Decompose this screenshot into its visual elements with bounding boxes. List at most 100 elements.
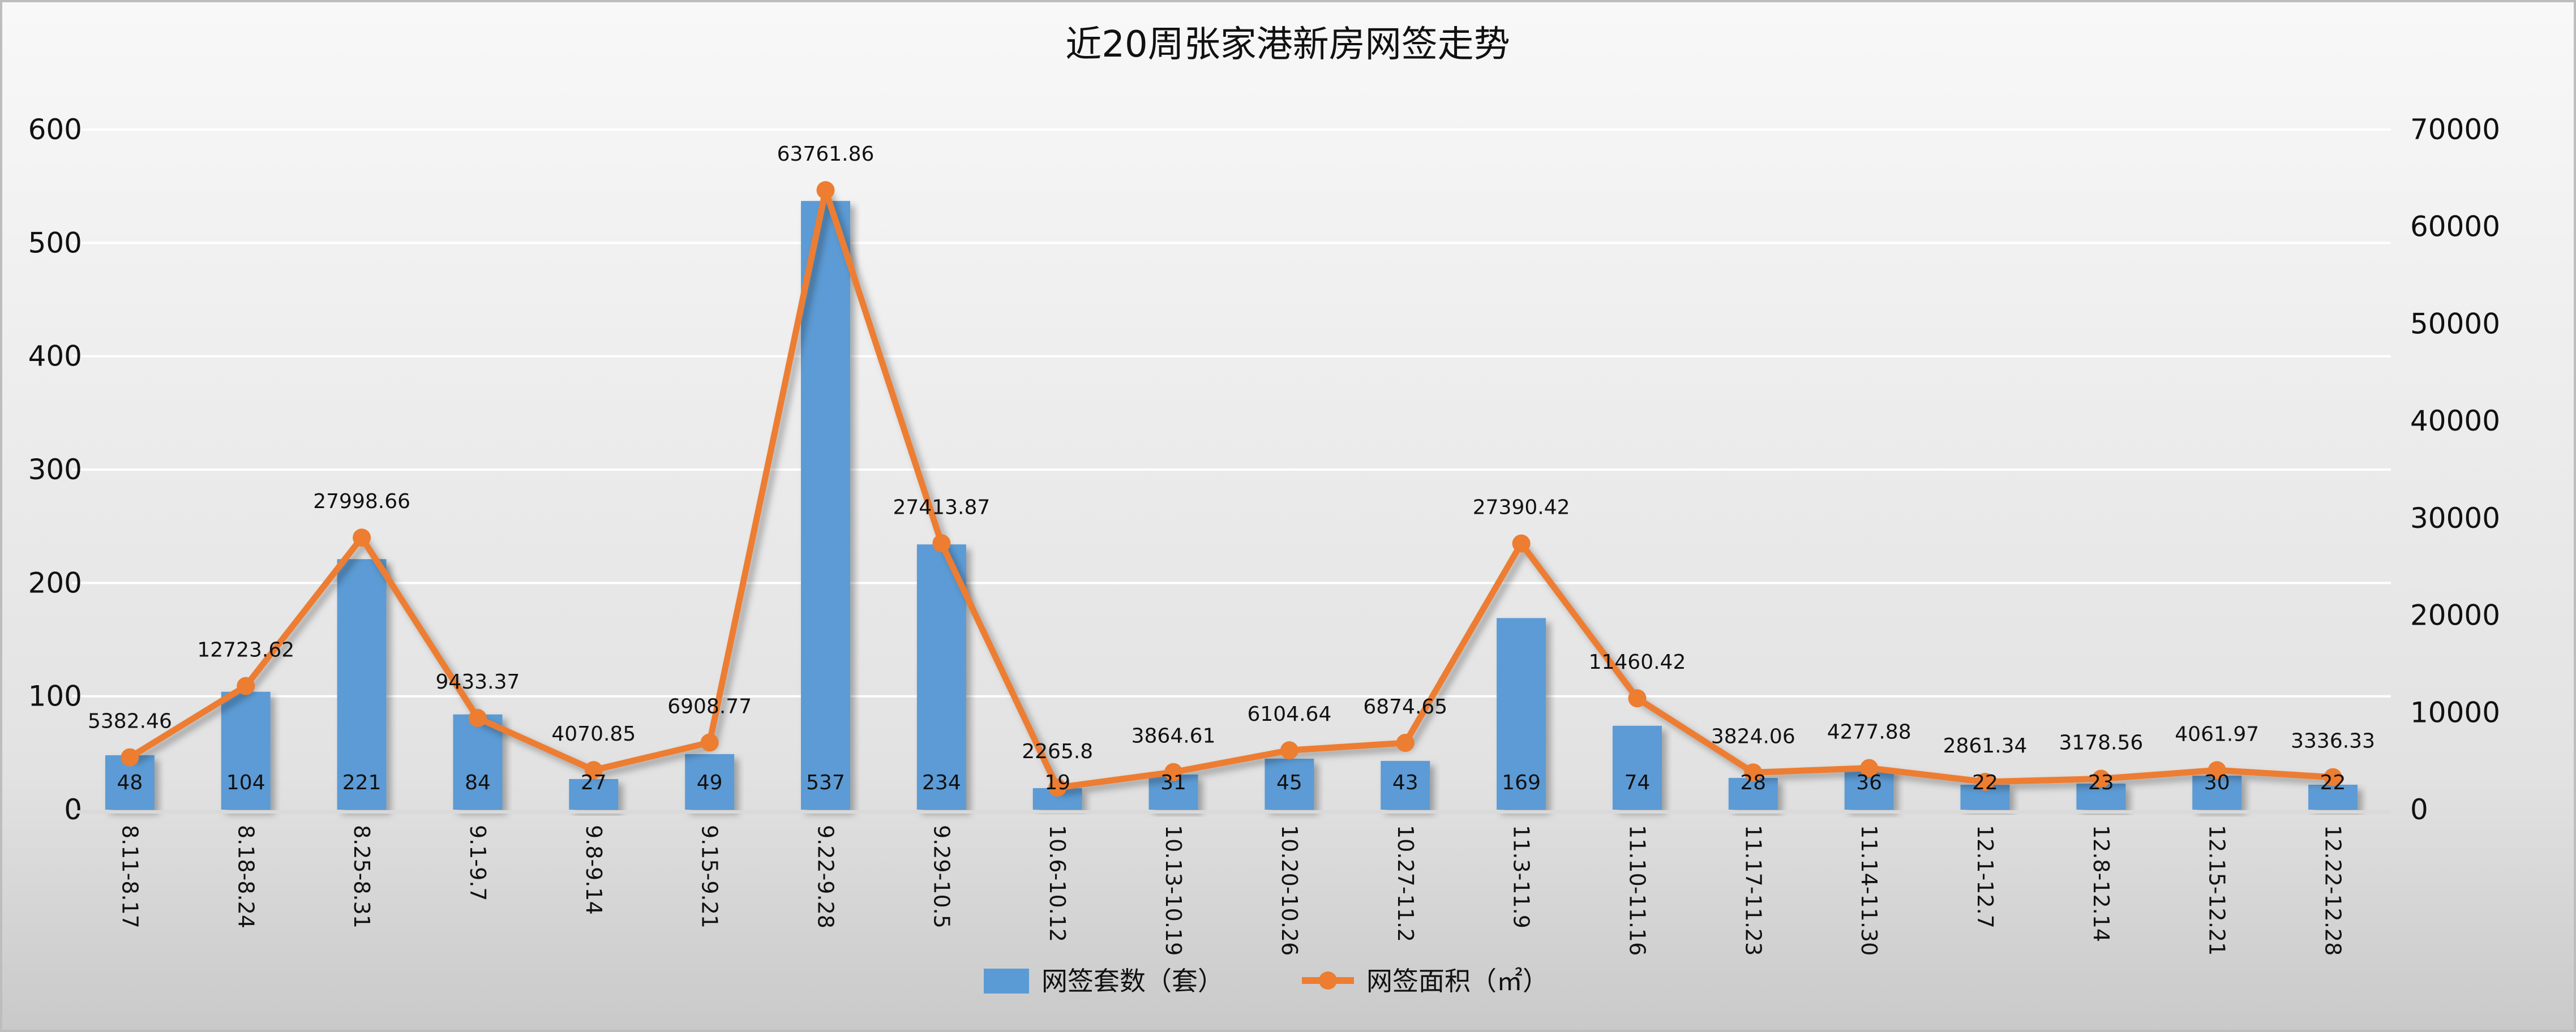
x-axis-category-label: 11.10-11.16	[1625, 825, 1649, 956]
legend-bar-swatch	[984, 969, 1029, 994]
line-marker	[1744, 763, 1763, 782]
bar-value-label: 31	[1160, 771, 1186, 794]
x-axis-category-label: 9.8-9.14	[581, 825, 606, 915]
x-axis-category-label: 9.29-10.5	[929, 825, 954, 928]
legend: 网签套数（套） 网签面积（㎡）	[984, 966, 1549, 996]
x-axis-category-label: 12.1-12.7	[1973, 825, 1998, 928]
bar-value-label: 104	[226, 771, 265, 794]
line-marker	[1396, 733, 1415, 752]
x-axis-category-label: 12.22-12.28	[2321, 825, 2346, 956]
line-value-label: 9433.37	[436, 670, 520, 694]
gridlines	[72, 128, 2391, 698]
line-marker	[1860, 759, 1879, 777]
bar	[569, 779, 619, 810]
left-axis-tick-label: 100	[28, 680, 82, 713]
line-value-label: 4070.85	[551, 723, 636, 746]
bar-value-label: 23	[2088, 771, 2114, 794]
bar	[2192, 775, 2242, 810]
bar-value-label: 27	[581, 771, 607, 794]
left-axis-tick-label: 500	[28, 226, 82, 259]
x-axis-category-label: 11.17-11.23	[1741, 825, 1765, 956]
line-marker	[2208, 761, 2226, 780]
line-marker	[468, 709, 487, 728]
bar-value-label: 22	[1972, 771, 1998, 794]
line-value-label: 3336.33	[2291, 730, 2375, 753]
bar-value-label: 537	[806, 771, 845, 794]
bar-value-label: 30	[2204, 771, 2230, 794]
bar-value-label: 169	[1502, 771, 1541, 794]
line-value-label: 12723.62	[197, 639, 294, 662]
bar-value-label: 36	[1856, 771, 1882, 794]
x-axis-category-label: 9.15-9.21	[697, 825, 722, 928]
right-axis-tick-label: 20000	[2410, 599, 2500, 632]
data-labels: 48 104 221 84 27 49 537 234 19 31 45 43 169 74 28 36 22 2…	[88, 143, 2375, 794]
right-axis-tick-label: 50000	[2410, 307, 2500, 340]
x-axis-category-label: 11.3-11.9	[1509, 825, 1534, 928]
line-marker	[1628, 689, 1647, 708]
legend-line-label: 网签面积（㎡）	[1366, 966, 1549, 996]
bar	[2308, 784, 2358, 810]
x-axis-category-label: 12.15-12.21	[2205, 825, 2230, 956]
line-series	[121, 181, 2342, 797]
right-axis-tick-label: 70000	[2410, 113, 2500, 146]
bar	[221, 691, 271, 810]
x-axis-category-label: 10.13-10.19	[1161, 825, 1186, 956]
bar-value-label: 45	[1276, 771, 1302, 794]
x-axis-category-label: 10.27-11.2	[1393, 825, 1418, 942]
line-marker	[2324, 768, 2342, 786]
line-marker	[237, 677, 255, 695]
x-axis-category-label: 10.6-10.12	[1045, 825, 1070, 942]
line-marker	[1280, 741, 1298, 760]
legend-line-marker	[1319, 971, 1337, 990]
bar	[1612, 725, 1662, 810]
bar	[1728, 777, 1778, 810]
x-axis-category-label: 10.20-10.26	[1277, 825, 1302, 956]
bar-value-label: 19	[1044, 771, 1070, 794]
bar-value-label: 84	[465, 771, 491, 794]
line-marker	[1048, 779, 1067, 797]
bar-value-label: 43	[1392, 771, 1418, 794]
line-marker	[353, 528, 371, 547]
bar	[2076, 783, 2126, 810]
bar-value-label: 234	[922, 771, 961, 794]
line-value-label: 3178.56	[2059, 731, 2143, 754]
bar	[916, 544, 966, 810]
line-marker	[584, 761, 603, 780]
left-axis-tick-label: 400	[28, 340, 82, 373]
bar-series	[105, 201, 2358, 810]
bar	[1381, 760, 1430, 810]
left-axis-tick-label: 600	[28, 113, 82, 146]
bar-value-label: 221	[342, 771, 382, 794]
left-axis-tick-label: 0	[64, 793, 82, 826]
line-value-label: 2861.34	[1943, 734, 2028, 758]
line-value-label: 3824.06	[1711, 725, 1795, 748]
x-axis-category-label: 8.18-8.24	[233, 825, 258, 928]
left-axis-tick-label: 300	[28, 453, 82, 486]
line-value-label: 27390.42	[1473, 496, 1570, 519]
line-value-label: 6874.65	[1363, 695, 1447, 719]
line-value-label: 63761.86	[777, 143, 875, 166]
chart-title: 近20周张家港新房网签走势	[1065, 24, 1510, 66]
line-value-label: 2265.8	[1022, 740, 1093, 763]
line-marker	[932, 534, 951, 553]
bar	[1265, 758, 1314, 810]
line-value-label: 27413.87	[893, 496, 990, 519]
line-value-label: 4277.88	[1827, 721, 1911, 744]
bar-value-label: 49	[697, 771, 723, 794]
line-marker	[1512, 534, 1531, 553]
line-value-label: 5382.46	[88, 710, 172, 733]
bar-value-label: 28	[1740, 771, 1766, 794]
line-marker	[700, 733, 719, 752]
right-axis-tick-label: 0	[2410, 793, 2428, 826]
line-value-label: 6104.64	[1247, 703, 1331, 726]
x-axis-category-label: 12.8-12.14	[2089, 825, 2114, 942]
right-axis-tick-label: 40000	[2410, 405, 2500, 437]
x-axis-category-label: 9.22-9.28	[813, 825, 838, 928]
bar-value-label: 48	[117, 771, 143, 794]
right-axis-tick-label: 60000	[2410, 210, 2500, 243]
legend-bar-label: 网签套数（套）	[1041, 966, 1224, 996]
bar-value-label: 22	[2320, 771, 2346, 794]
right-axis-tick-label: 30000	[2410, 502, 2500, 535]
